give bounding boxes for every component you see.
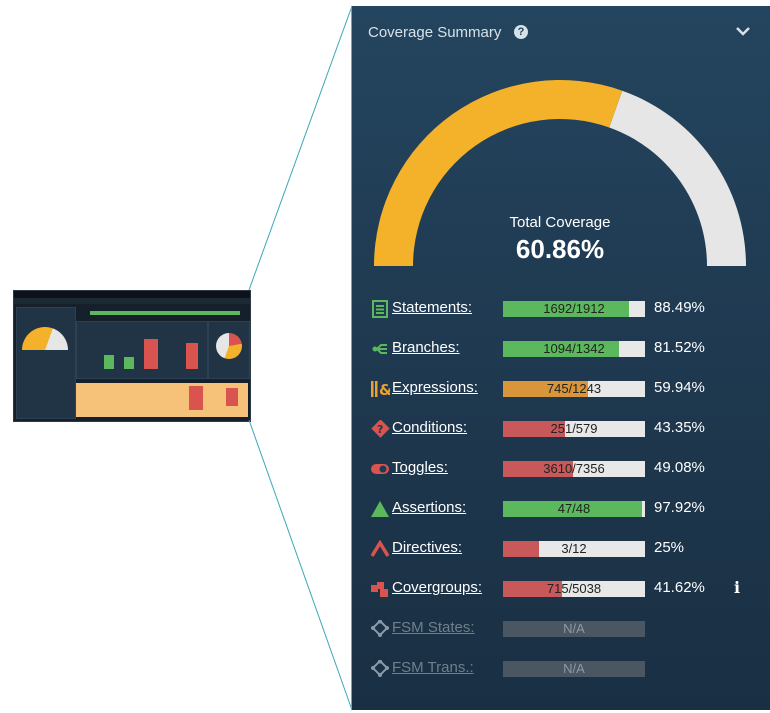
progress-bar-expressions: 745/1243	[503, 381, 645, 397]
covergroups-icon	[371, 582, 388, 597]
branches-icon	[372, 344, 387, 354]
progress-bar-fsm-trans: N/A	[503, 661, 645, 677]
metric-link-expressions[interactable]: Expressions:	[392, 379, 478, 396]
total-coverage-label: Total Coverage	[509, 214, 611, 231]
percent-assertions: 97.92%	[654, 499, 705, 516]
progress-value-covergroups: 715/5038	[546, 581, 602, 596]
metric-link-assertions[interactable]: Assertions:	[392, 499, 467, 516]
percent-expressions: 59.94%	[654, 379, 705, 396]
percent-statements: 88.49%	[654, 299, 705, 316]
metric-row-covergroups: Covergroups: 715/5038 41.62% i	[368, 578, 758, 600]
fsm-trans-icon	[371, 660, 389, 677]
metric-link-fsm-states: FSM States:	[392, 619, 475, 636]
metric-link-covergroups[interactable]: Covergroups:	[392, 579, 483, 596]
progress-fill-branches	[503, 341, 619, 357]
progress-fill-expressions	[503, 381, 589, 397]
metric-link-toggles[interactable]: Toggles:	[392, 459, 448, 476]
percent-toggles: 49.08%	[654, 459, 705, 476]
progress-bar-directives: 3/12	[503, 541, 645, 557]
metric-row-conditions: ? Conditions: 251/579 43.35%	[368, 418, 758, 440]
metric-row-directives: Directives: 3/12 25%	[368, 538, 758, 560]
chevron-down-icon[interactable]	[736, 26, 750, 36]
progress-value-conditions: 251/579	[550, 421, 598, 436]
metric-row-expressions: & Expressions: 745/1243 59.94%	[368, 378, 758, 400]
metric-link-statements[interactable]: Statements:	[392, 299, 473, 316]
gauge-empty-arc	[609, 90, 746, 266]
progress-value-directives: 3/12	[561, 541, 587, 556]
metric-row-fsm-states: FSM States: N/A	[368, 618, 758, 640]
progress-fill-conditions	[503, 421, 565, 437]
progress-value-fsm-states: N/A	[563, 621, 585, 636]
gauge-filled-arc	[374, 80, 623, 266]
progress-bar-toggles: 3610/7356	[503, 461, 645, 477]
metric-link-fsm-trans: FSM Trans.:	[392, 659, 474, 676]
progress-bar-covergroups: 715/5038	[503, 581, 645, 597]
svg-text:?: ?	[377, 423, 383, 436]
progress-fill-assertions	[503, 501, 643, 517]
metric-row-statements: Statements: 1692/1912 88.49%	[368, 298, 758, 320]
metric-link-branches[interactable]: Branches:	[392, 339, 460, 356]
progress-bar-fsm-states: N/A	[503, 621, 645, 637]
metric-link-directives[interactable]: Directives:	[392, 539, 463, 556]
fsm-states-icon	[371, 620, 389, 637]
svg-text:&: &	[379, 381, 390, 398]
conditions-icon: ?	[371, 420, 390, 438]
progress-fill-toggles	[503, 461, 573, 477]
progress-bar-assertions: 47/48	[503, 501, 645, 517]
metric-row-toggles: Toggles: 3610/7356 49.08%	[368, 458, 758, 480]
percent-covergroups: 41.62%	[654, 579, 705, 596]
total-coverage-value: 60.86%	[515, 234, 605, 264]
assertions-icon	[371, 501, 389, 517]
progress-value-toggles: 3610/7356	[543, 461, 605, 476]
progress-bar-conditions: 251/579	[503, 421, 645, 437]
statements-icon	[372, 300, 388, 318]
progress-bar-branches: 1094/1342	[503, 341, 645, 357]
info-icon[interactable]: i	[734, 578, 741, 597]
progress-value-statements: 1692/1912	[543, 301, 605, 316]
metric-row-fsm-trans: FSM Trans.: N/A	[368, 658, 758, 680]
progress-value-fsm-trans: N/A	[563, 661, 585, 676]
progress-value-expressions: 745/1243	[546, 381, 602, 396]
progress-value-assertions: 47/48	[557, 501, 591, 516]
progress-value-branches: 1094/1342	[543, 341, 605, 356]
panel-title: Coverage Summary	[368, 24, 502, 41]
toggles-icon	[371, 464, 389, 474]
metric-row-assertions: Assertions: 47/48 97.92%	[368, 498, 758, 520]
percent-conditions: 43.35%	[654, 419, 705, 436]
progress-fill-directives	[503, 541, 539, 557]
total-coverage-gauge	[374, 80, 746, 266]
help-icon[interactable]: ?	[514, 25, 528, 39]
metric-row-branches: Branches: 1094/1342 81.52%	[368, 338, 758, 360]
progress-fill-covergroups	[503, 581, 563, 597]
dashboard-thumbnail	[13, 290, 251, 422]
metric-link-conditions[interactable]: Conditions:	[392, 419, 468, 436]
directives-icon	[370, 540, 390, 557]
coverage-summary-panel: Coverage Summary ? Total Coverage 60.86%…	[351, 6, 770, 710]
expressions-icon: &	[371, 381, 390, 398]
percent-directives: 25%	[654, 539, 685, 556]
progress-fill-statements	[503, 301, 629, 317]
progress-bar-statements: 1692/1912	[503, 301, 645, 317]
percent-branches: 81.52%	[654, 339, 705, 356]
